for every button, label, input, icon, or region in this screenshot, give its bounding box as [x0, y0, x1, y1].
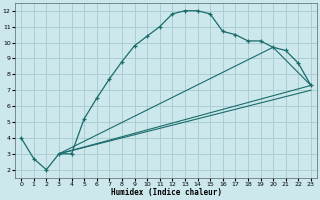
X-axis label: Humidex (Indice chaleur): Humidex (Indice chaleur) [110, 188, 221, 197]
